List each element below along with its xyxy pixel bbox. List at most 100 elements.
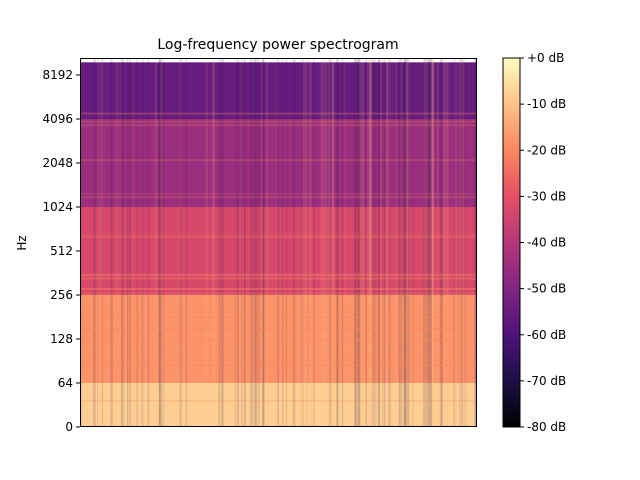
texture-streak: [212, 58, 216, 427]
y-axis: 0 64 128 256 512 1024 2048 4096 8192: [42, 68, 80, 434]
texture-streak: [320, 58, 322, 427]
texture-streak: [388, 58, 391, 427]
texture-harmonic: [80, 287, 477, 290]
texture-harmonic: [80, 192, 477, 195]
texture-harmonic: [80, 112, 477, 115]
texture-streak: [80, 58, 83, 427]
texture-streak: [430, 58, 434, 427]
texture-streak: [178, 58, 182, 427]
texture-streak: [412, 58, 414, 427]
texture-streak: [96, 58, 99, 427]
colorbar-tick-label: -10 dB: [527, 97, 566, 111]
texture-streak: [365, 58, 367, 427]
texture-harmonic: [80, 277, 477, 280]
colorbar-tick-label: -40 dB: [527, 236, 566, 250]
texture-streak: [131, 58, 135, 427]
texture-streak: [285, 58, 288, 427]
spectrogram-band-2: [80, 207, 477, 295]
texture-streak: [327, 58, 331, 427]
texture-streak: [402, 58, 406, 427]
spectrogram-bands: [80, 62, 477, 427]
y-tick-label: 0: [65, 420, 73, 434]
texture-streak: [369, 58, 373, 427]
texture-streak: [385, 58, 389, 427]
y-tick-label: 8192: [42, 68, 73, 82]
texture-streak: [313, 58, 315, 427]
texture-streak: [218, 58, 221, 427]
texture-streak: [185, 58, 188, 427]
texture-streak: [220, 58, 222, 427]
texture-streak: [244, 58, 246, 427]
texture-streak: [404, 58, 406, 427]
texture-streak: [404, 58, 407, 427]
texture-streak: [282, 58, 284, 427]
spectrogram-band-4: [80, 62, 477, 119]
texture-streak: [357, 58, 360, 427]
chart-title: Log-frequency power spectrogram: [157, 37, 398, 53]
colorbar-tick-label: -80 dB: [527, 420, 566, 434]
texture-streak: [222, 58, 224, 427]
texture-harmonic: [80, 233, 477, 236]
texture-streak: [116, 58, 119, 427]
texture-streak: [302, 58, 306, 427]
texture-streak: [321, 58, 324, 427]
texture-streak: [462, 58, 465, 427]
texture-streak: [378, 58, 380, 427]
texture-streak: [400, 58, 402, 427]
y-tick-label: 4096: [42, 112, 73, 126]
texture-streak: [371, 58, 375, 427]
texture-streak: [147, 58, 150, 427]
texture-streak: [436, 58, 439, 427]
texture-streak: [119, 58, 121, 427]
texture-streak: [355, 58, 357, 427]
texture-harmonic: [80, 316, 477, 319]
texture-harmonic: [80, 364, 477, 367]
colorbar-axis: +0 dB -10 dB -20 dB -30 dB -40 dB -50 dB -60 d…: [520, 51, 566, 434]
texture-streak: [343, 58, 346, 427]
spectrogram-band-3: [80, 119, 477, 207]
texture-streak: [446, 58, 449, 427]
texture-streak: [276, 58, 278, 427]
colorbar-tick-label: -70 dB: [527, 374, 566, 388]
texture-streak: [205, 58, 208, 427]
texture-streak: [388, 58, 391, 427]
colorbar-tick-label: -20 dB: [527, 143, 566, 157]
texture-streak: [236, 58, 239, 427]
texture-streak: [121, 58, 124, 427]
texture-harmonic: [80, 292, 477, 295]
texture-streak: [277, 58, 279, 427]
texture-harmonic: [80, 236, 477, 238]
texture-streak: [367, 58, 369, 427]
texture-streak: [160, 58, 163, 427]
texture-streak: [336, 58, 339, 427]
texture-streak: [399, 58, 403, 427]
texture-streak: [386, 58, 389, 427]
texture-streak: [244, 58, 246, 427]
texture-streak: [369, 58, 372, 427]
texture-streak: [430, 58, 432, 427]
texture-streak: [405, 58, 408, 427]
texture-streak: [428, 58, 430, 427]
texture-streak: [426, 58, 430, 427]
texture-streak: [368, 58, 372, 427]
texture-streak: [128, 58, 131, 427]
texture-harmonic: [80, 325, 477, 327]
texture-streak: [250, 58, 253, 427]
texture-harmonic: [80, 287, 477, 290]
texture-streak: [328, 58, 332, 427]
y-tick-label: 128: [50, 332, 73, 346]
texture-streak: [158, 58, 161, 427]
texture-harmonic: [80, 196, 477, 199]
texture-streak: [425, 58, 428, 427]
texture-streak: [111, 58, 114, 427]
texture-streak: [474, 58, 477, 427]
texture-streak: [379, 58, 383, 427]
colorbar: [502, 57, 521, 428]
texture-streak: [332, 58, 334, 427]
texture-streak: [378, 58, 380, 427]
texture-streak: [239, 58, 243, 427]
plot-frame: [80, 58, 477, 427]
texture-streak: [430, 58, 432, 427]
texture-streak: [374, 58, 377, 427]
spectrogram-band-1: [80, 295, 477, 383]
